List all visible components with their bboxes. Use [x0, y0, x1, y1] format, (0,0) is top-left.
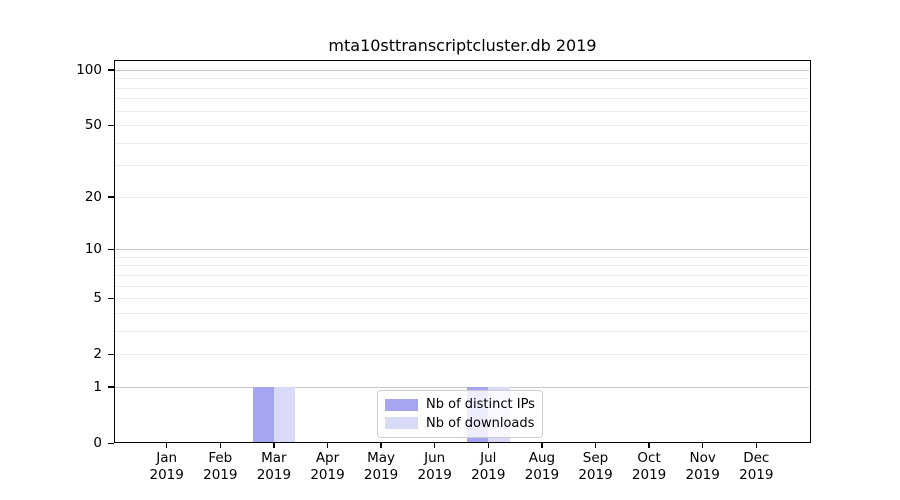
x-tick-label: Jul 2019 — [471, 450, 506, 483]
y-tick-mark — [108, 386, 114, 388]
gridline-minor — [115, 110, 809, 112]
gridline-minor — [115, 330, 809, 332]
y-tick-label: 100 — [76, 61, 102, 78]
x-tick-mark — [434, 443, 436, 448]
x-tick-mark — [219, 443, 221, 448]
y-tick-mark — [108, 124, 114, 126]
gridline-minor — [115, 196, 809, 198]
legend-label-downloads: Nb of downloads — [426, 415, 535, 431]
x-tick-mark — [380, 443, 382, 448]
y-tick-label: 20 — [84, 188, 102, 205]
bar-nb-of-distinct-ips-mar — [252, 386, 274, 443]
x-tick-label: Apr 2019 — [310, 450, 345, 483]
gridline-major — [115, 249, 809, 251]
gridline-minor — [115, 312, 809, 314]
x-tick-mark — [755, 443, 757, 448]
x-tick-label: Feb 2019 — [203, 450, 238, 483]
gridline-minor — [115, 78, 809, 80]
legend-entry-distinct-ips: Nb of distinct IPs — [385, 397, 535, 412]
x-tick-mark — [594, 443, 597, 448]
x-tick-label: Mar 2019 — [256, 450, 292, 483]
y-tick-label: 1 — [93, 378, 102, 395]
legend: Nb of distinct IPs Nb of downloads — [377, 390, 543, 438]
y-tick-mark — [108, 442, 114, 444]
gridline-major — [115, 69, 809, 71]
x-tick-mark — [326, 443, 329, 448]
gridline-minor — [115, 125, 809, 127]
x-tick-mark — [648, 443, 650, 448]
x-tick-label: Aug 2019 — [524, 450, 560, 483]
x-tick-mark — [166, 443, 168, 448]
y-tick-label: 5 — [93, 290, 102, 307]
gridline-minor — [115, 274, 809, 276]
y-tick-mark — [108, 69, 114, 71]
x-tick-label: Jun 2019 — [417, 450, 452, 483]
gridline-minor — [115, 142, 809, 144]
gridline-minor — [115, 298, 809, 300]
x-tick-label: Oct 2019 — [631, 450, 667, 483]
gridline-minor — [115, 265, 809, 267]
x-tick-mark — [487, 443, 489, 448]
x-tick-label: Dec 2019 — [739, 450, 774, 483]
gridline-major — [115, 386, 809, 388]
plot-border — [114, 60, 811, 443]
x-tick-mark — [541, 443, 543, 448]
legend-swatch-downloads — [385, 417, 418, 430]
y-tick-mark — [108, 196, 114, 198]
legend-entry-downloads: Nb of downloads — [385, 416, 535, 431]
y-tick-label: 50 — [84, 117, 102, 134]
x-tick-label: Nov 2019 — [685, 450, 720, 483]
gridline-minor — [115, 354, 809, 356]
gridline-minor — [115, 165, 809, 167]
gridline-minor — [115, 256, 809, 258]
y-tick-mark — [108, 297, 114, 299]
bar-nb-of-downloads-mar — [273, 386, 296, 443]
x-tick-label: Sep 2019 — [578, 450, 613, 483]
x-tick-mark — [273, 443, 275, 448]
y-tick-mark — [108, 353, 114, 356]
gridline-minor — [115, 285, 809, 287]
x-tick-mark — [702, 443, 704, 448]
legend-label-distinct-ips: Nb of distinct IPs — [426, 397, 535, 413]
chart-title: mta10sttranscriptcluster.db 2019 — [328, 36, 597, 55]
gridline-minor — [115, 87, 809, 89]
y-tick-mark — [108, 248, 114, 250]
x-tick-label: Jan 2019 — [149, 450, 184, 483]
y-tick-label: 0 — [93, 435, 102, 451]
legend-swatch-distinct-ips — [385, 398, 418, 411]
gridline-minor — [115, 98, 809, 100]
y-tick-label: 2 — [93, 346, 102, 363]
x-tick-label: May 2019 — [363, 450, 399, 483]
y-tick-label: 10 — [84, 241, 102, 258]
